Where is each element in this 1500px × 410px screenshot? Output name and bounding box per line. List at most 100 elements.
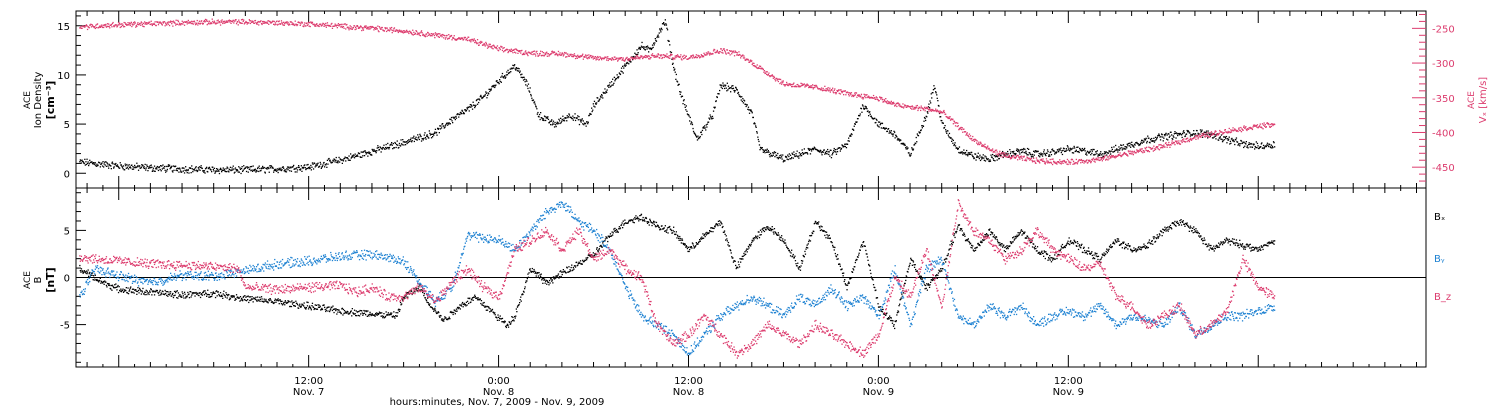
data-point	[718, 52, 720, 54]
data-point	[726, 49, 728, 51]
data-point	[181, 171, 183, 173]
data-point	[645, 56, 647, 59]
data-point	[1118, 149, 1121, 151]
data-point	[389, 27, 391, 29]
data-point	[88, 163, 90, 165]
data-point	[1144, 147, 1146, 149]
data-point	[781, 80, 783, 82]
data-point	[892, 101, 895, 103]
data-point	[911, 108, 913, 110]
data-point	[360, 151, 362, 153]
data-point	[632, 57, 634, 59]
data-point	[514, 48, 516, 50]
data-point	[745, 105, 747, 108]
data-point	[945, 113, 947, 115]
data-point	[223, 168, 225, 170]
data-point	[928, 107, 931, 109]
data-point	[954, 125, 957, 127]
data-point	[86, 273, 88, 275]
data-point	[263, 20, 265, 23]
data-point	[952, 139, 954, 141]
data-point	[818, 149, 820, 152]
data-point	[122, 165, 125, 167]
data-point	[584, 54, 587, 56]
data-point	[510, 71, 512, 73]
data-point	[705, 52, 707, 54]
data-point	[137, 289, 140, 292]
data-point	[779, 78, 782, 81]
data-point	[243, 23, 245, 25]
data-point	[397, 31, 399, 34]
data-point	[1143, 138, 1146, 140]
data-point	[235, 19, 237, 21]
data-point	[1168, 141, 1170, 144]
data-point	[792, 83, 794, 85]
data-point	[1237, 130, 1239, 133]
data-point	[507, 69, 509, 71]
data-point	[347, 157, 349, 160]
data-point	[1170, 131, 1172, 133]
data-point	[438, 33, 440, 35]
data-point	[1052, 158, 1054, 160]
data-point	[1155, 139, 1157, 141]
data-point	[710, 117, 712, 119]
data-point	[1158, 134, 1161, 136]
data-point	[785, 84, 787, 86]
data-point	[906, 146, 908, 148]
data-point	[991, 149, 993, 152]
data-point	[692, 54, 694, 56]
data-point	[443, 37, 445, 39]
data-point	[728, 52, 730, 54]
data-point	[737, 92, 739, 94]
data-point	[935, 108, 937, 110]
data-point	[743, 100, 746, 102]
data-point	[927, 106, 930, 108]
data-point	[606, 89, 608, 91]
data-point	[1163, 134, 1166, 136]
data-point	[505, 74, 507, 76]
data-point	[262, 22, 264, 24]
data-point	[1086, 154, 1088, 156]
data-point	[1153, 149, 1156, 151]
data-point	[1060, 163, 1062, 165]
data-point	[443, 125, 445, 127]
data-point	[1192, 134, 1194, 136]
data-point	[1235, 139, 1237, 141]
data-point	[425, 33, 428, 35]
data-point	[1251, 128, 1254, 131]
data-point	[129, 22, 131, 24]
data-point	[669, 55, 671, 57]
data-point	[659, 28, 661, 30]
data-point	[230, 169, 233, 171]
data-point	[1084, 150, 1086, 152]
data-point	[890, 130, 892, 132]
data-point	[107, 25, 109, 28]
data-point	[576, 56, 578, 58]
data-point	[131, 288, 134, 290]
data-point	[1130, 153, 1132, 155]
data-point	[1055, 152, 1057, 154]
data-point	[1261, 127, 1263, 129]
data-point	[864, 95, 866, 97]
data-point	[233, 172, 235, 174]
data-point	[813, 87, 815, 89]
data-point	[331, 161, 334, 163]
data-point	[824, 90, 827, 92]
data-point	[1272, 146, 1274, 149]
data-point	[1141, 148, 1143, 150]
data-point	[466, 39, 469, 42]
data-point	[1151, 140, 1153, 142]
data-point	[1233, 140, 1235, 142]
data-point	[921, 127, 923, 129]
data-point	[1204, 131, 1206, 133]
data-point	[882, 127, 884, 129]
data-point	[380, 151, 382, 153]
data-point	[596, 58, 598, 60]
data-point	[1195, 138, 1197, 140]
data-point	[593, 100, 596, 102]
data-point	[823, 89, 825, 91]
data-point	[132, 168, 135, 170]
data-point	[1184, 141, 1187, 143]
data-point	[217, 291, 219, 293]
data-point	[136, 23, 139, 25]
